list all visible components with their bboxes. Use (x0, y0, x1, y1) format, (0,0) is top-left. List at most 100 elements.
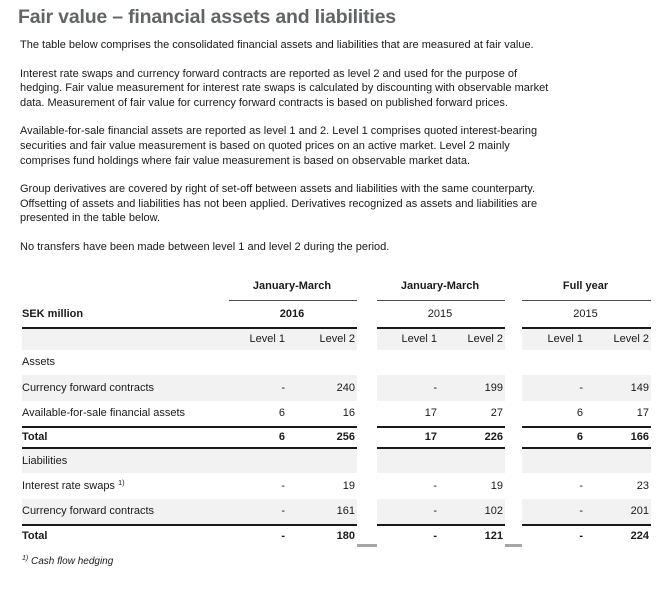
footnote-marker: 1) (22, 555, 29, 563)
footnote: 1) Cash flow hedging (22, 555, 652, 568)
spacer-cell (22, 327, 229, 350)
value-cell: - (229, 498, 287, 525)
column-gutter (505, 427, 522, 448)
table-row-available-for-sale: Available-for-sale financial assets 6 16… (22, 401, 651, 427)
year-2015-full: 2015 (522, 300, 652, 329)
table-row-period-headers: January-March January-March Full year (22, 275, 652, 302)
column-gutter (357, 401, 377, 427)
value-cell: - (281, 479, 285, 492)
column-gutter (357, 473, 377, 499)
value-cell: 240 (287, 374, 358, 401)
column-gutter (357, 427, 377, 448)
column-gutter (357, 375, 377, 401)
table-row-years: SEK million 2016 2015 2015 (22, 300, 652, 329)
value-cell: 19 (490, 479, 504, 492)
swaps-forwards-paragraph: Interest rate swaps and currency forward… (20, 67, 549, 109)
value-cell: - (522, 498, 586, 525)
value-cell: 27 (490, 407, 504, 420)
level-header: Level 1 (522, 327, 586, 350)
column-gutter (357, 276, 377, 301)
value-cell: - (433, 479, 438, 492)
value-cell: 6 (576, 407, 584, 420)
value-cell: - (522, 374, 586, 401)
column-gutter (357, 524, 378, 548)
value-cell: - (377, 374, 440, 401)
value-cell: 6 (522, 425, 586, 449)
column-gutter (357, 328, 377, 350)
footnote-marker: 1) (118, 477, 125, 487)
column-gutter (505, 499, 522, 525)
section-label: Assets (22, 356, 56, 369)
column-gutter (505, 401, 522, 427)
table-row-interest-rate-swaps: Interest rate swaps 1) - 19 - 19 - 23 (22, 473, 651, 499)
total-label: Total (22, 425, 229, 449)
section-header-assets: Assets (22, 350, 651, 375)
total-label: Total (22, 523, 229, 546)
column-group-full-year: Full year (522, 275, 652, 302)
fair-value-table: January-March January-March Full year SE… (22, 275, 652, 548)
column-gutter (357, 499, 377, 525)
column-gutter (505, 328, 522, 350)
value-cell: 17 (377, 425, 440, 449)
level-header: Level 2 (287, 327, 358, 350)
intro-paragraph: The table below comprises the consolidat… (20, 39, 534, 51)
value-cell: 17 (636, 407, 650, 420)
value-cell: 121 (439, 523, 506, 546)
value-cell: - (229, 523, 287, 546)
value-cell: - (522, 523, 586, 546)
value-cell: 149 (585, 374, 652, 401)
no-transfers-paragraph: No transfers have been made between leve… (20, 240, 390, 253)
value-cell: - (377, 498, 440, 525)
value-cell: 161 (287, 498, 358, 525)
value-cell: 226 (439, 425, 506, 449)
column-group-jan-mar-2015: January-March (377, 275, 506, 302)
value-cell: - (377, 523, 440, 546)
column-gutter (505, 473, 522, 499)
column-gutter (505, 301, 522, 328)
table-row-level-headers: Level 1 Level 2 Level 1 Level 2 Level 1 … (22, 327, 652, 350)
section-header-liabilities: Liabilities (22, 447, 652, 473)
level-header: Level 2 (585, 327, 652, 350)
spacer-cell (22, 276, 229, 301)
table-row-currency-forward-liabilities: Currency forward contracts - 161 - 102 -… (22, 498, 652, 525)
value-cell: 201 (585, 498, 652, 525)
value-cell: 180 (287, 523, 358, 546)
value-cell: 166 (585, 425, 652, 449)
value-cell: 16 (342, 407, 356, 420)
derivatives-offsetting-paragraph: Group derivatives are covered by right o… (20, 183, 538, 225)
unit-label: SEK million (22, 300, 229, 329)
level-header: Level 1 (377, 327, 440, 350)
column-gutter (505, 276, 522, 301)
column-gutter (505, 375, 522, 401)
value-cell: 224 (585, 523, 652, 546)
value-cell: - (229, 374, 287, 401)
column-gutter (357, 301, 377, 328)
year-2015-q1: 2015 (377, 300, 506, 329)
level-header: Level 1 (229, 327, 287, 350)
value-cell: - (579, 479, 584, 492)
value-cell: 23 (636, 479, 650, 492)
level-header: Level 2 (439, 327, 506, 350)
table-row-total-assets: Total 6 256 17 226 6 166 (22, 425, 652, 449)
row-label: Currency forward contracts (22, 498, 229, 525)
value-cell: 6 (278, 407, 285, 420)
value-cell: 256 (287, 425, 358, 449)
row-label: Interest rate swaps 1) (22, 477, 125, 492)
value-cell: 102 (439, 498, 506, 525)
value-cell: 17 (424, 407, 438, 420)
value-cell: 199 (439, 374, 506, 401)
column-gutter (505, 524, 523, 548)
year-2016: 2016 (229, 300, 358, 329)
column-group-jan-mar-2016: January-March (229, 275, 358, 302)
report-page: Fair value – financial assets and liabil… (18, 6, 652, 568)
table-row-total-liabilities: Total - 180 - 121 - 224 (22, 523, 652, 548)
page-title: Fair value – financial assets and liabil… (18, 6, 396, 28)
row-label: Currency forward contracts (22, 374, 229, 401)
available-for-sale-paragraph: Available-for-sale financial assets are … (20, 125, 538, 167)
footnote-text: Cash flow hedging (31, 556, 114, 568)
table-row-currency-forward-assets: Currency forward contracts - 240 - 199 -… (22, 374, 652, 401)
section-label: Liabilities (22, 447, 229, 473)
row-label: Available-for-sale financial assets (22, 407, 186, 420)
value-cell: 19 (342, 479, 356, 492)
value-cell: 6 (229, 425, 287, 449)
